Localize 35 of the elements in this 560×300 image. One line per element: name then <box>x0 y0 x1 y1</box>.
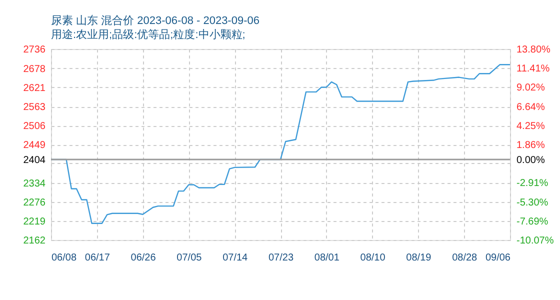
y-tick-label: 2276 <box>23 198 46 209</box>
y-tick-label: 2621 <box>23 82 46 94</box>
y2-tick-label: 1.86% <box>516 140 545 152</box>
x-tick-label: 07/23 <box>268 252 294 264</box>
y2-tick-label: -10.07% <box>516 236 554 246</box>
y-tick-label: 2506 <box>23 121 46 132</box>
y2-tick-label: -5.30% <box>516 197 548 208</box>
y2-tick-label: 13.80% <box>516 44 551 56</box>
y2-tick-label: 11.41% <box>516 64 550 75</box>
y2-tick-label: -2.91% <box>516 178 548 190</box>
x-tick-label: 07/14 <box>222 252 248 264</box>
y-tick-label: 2563 <box>23 102 46 114</box>
y2-tick-label: 4.25% <box>516 120 545 132</box>
x-tick-label: 08/01 <box>314 252 340 264</box>
x-tick-label: 06/08 <box>52 252 77 264</box>
y-tick-label: 2678 <box>23 64 46 75</box>
x-tick-label: 08/10 <box>360 252 386 264</box>
x-tick-label: 08/19 <box>406 252 432 264</box>
y-tick-label: 2219 <box>23 216 46 228</box>
x-tick-label: 07/05 <box>176 252 202 264</box>
y2-tick-label: 6.64% <box>516 102 545 113</box>
chart-title: 尿素 山东 混合价 2023-06-08 - 2023-09-06 <box>51 14 260 27</box>
y-tick-label: 2736 <box>23 44 46 56</box>
x-tick-label: 09/06 <box>485 252 511 264</box>
y2-tick-label: 9.02% <box>516 82 545 94</box>
x-tick-label: 06/26 <box>130 252 156 264</box>
y2-tick-label: -7.69% <box>516 216 548 228</box>
y-tick-label: 2162 <box>23 236 46 246</box>
x-tick-label: 08/28 <box>452 252 478 264</box>
y-tick-label: 2334 <box>23 178 46 190</box>
y2-tick-label: 0.00% <box>516 154 545 166</box>
y-tick-label: 2449 <box>23 140 46 151</box>
x-tick-label: 06/17 <box>84 252 110 264</box>
chart-subtitle: 用途:农业用;品级:优等品;粒度:中小颗粒; <box>51 28 246 41</box>
y-tick-label: 2404 <box>23 154 46 166</box>
